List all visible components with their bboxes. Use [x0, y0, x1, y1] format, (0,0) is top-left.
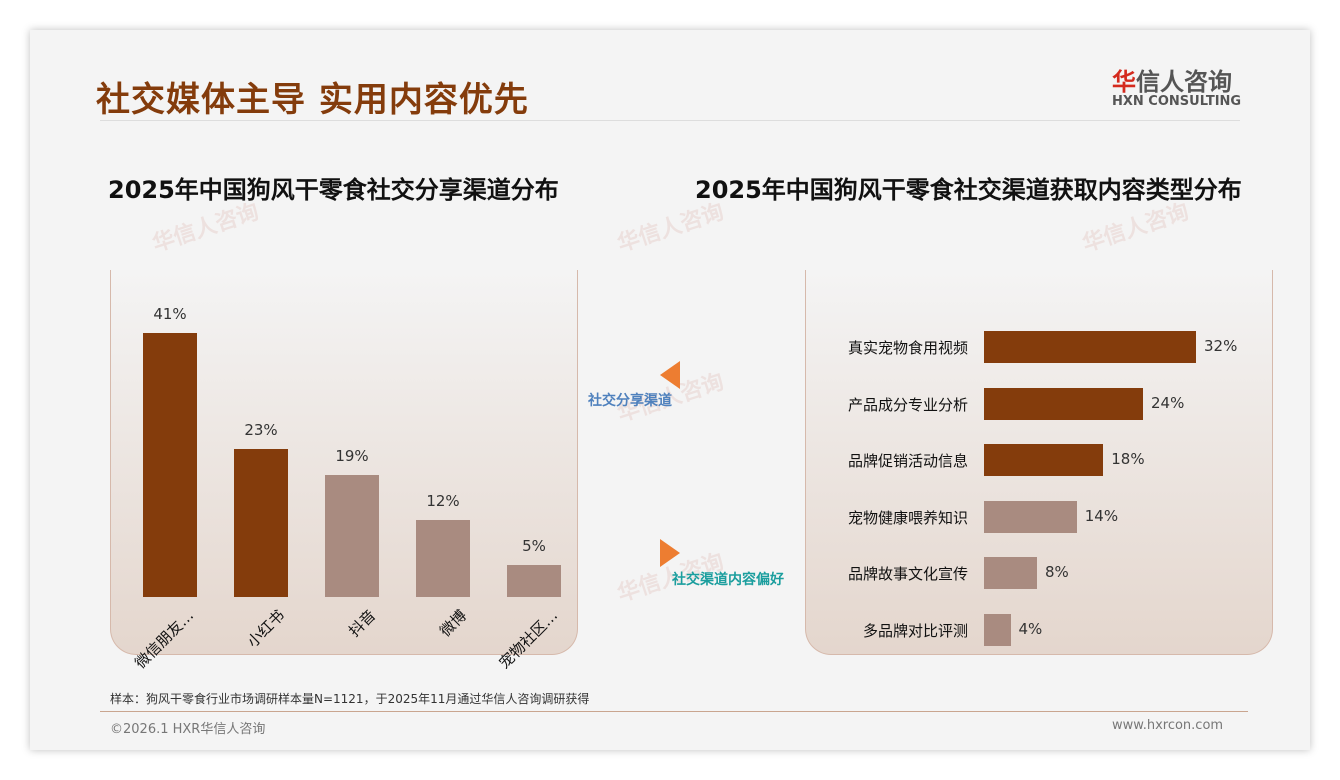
bar	[984, 331, 1196, 363]
y-tick-label: 真实宠物食用视频	[847, 339, 968, 357]
data-label: 32%	[1204, 337, 1238, 355]
arrow-left-icon	[660, 361, 680, 389]
y-tick-label: 宠物健康喂养知识	[847, 508, 968, 527]
bar	[984, 557, 1037, 590]
arrow-right-icon	[660, 539, 680, 567]
logo-text: 信人咨询	[1136, 68, 1232, 96]
logo-en: HXN CONSULTING	[1112, 94, 1242, 109]
data-label: 12%	[426, 491, 460, 510]
footer-divider	[100, 711, 1248, 712]
x-tick-label: 微博	[436, 606, 471, 641]
sample-note: 样本：狗风干零食行业市场调研样本量N=1121，于2025年11月通过华信人咨询…	[110, 692, 590, 706]
middle-left-label: 社交分享渠道	[588, 393, 672, 409]
x-tick-label: 小红书	[243, 606, 289, 651]
left-chart-panel: 41% 微信朋友… 23% 小红书 19% 抖音 12% 微博 5% 宠物社区…	[110, 270, 578, 672]
data-label: 8%	[1045, 563, 1069, 582]
bar	[984, 614, 1011, 646]
data-label: 41%	[153, 305, 187, 323]
y-tick-label: 产品成分专业分析	[847, 395, 968, 414]
data-label: 4%	[1018, 620, 1043, 638]
data-label: 14%	[1084, 506, 1119, 525]
copyright: ©2026.1 HXR华信人咨询	[110, 722, 266, 737]
header-divider	[100, 120, 1240, 121]
left-chart-title: 2025年中国狗风干零食社交分享渠道分布	[108, 176, 559, 204]
page-title: 社交媒体主导 实用内容优先	[96, 80, 529, 120]
data-label: 23%	[244, 420, 278, 439]
bar	[984, 500, 1077, 533]
slide: 社交媒体主导 实用内容优先 华信人咨询 HXN CONSULTING 2025年…	[30, 30, 1310, 750]
bar	[984, 387, 1143, 420]
y-tick-label: 品牌故事文化宣传	[847, 565, 968, 584]
x-tick-label: 抖音	[345, 606, 380, 641]
y-tick-label: 品牌促销活动信息	[847, 452, 968, 471]
bar	[507, 564, 561, 597]
logo-red-char: 华	[1112, 68, 1136, 96]
data-label: 19%	[335, 446, 369, 465]
bar	[984, 444, 1104, 477]
bar	[143, 333, 197, 597]
right-chart-panel: 真实宠物食用视频 32% 产品成分专业分析 24% 品牌促销活动信息 18% 宠物健康喂养知…	[805, 270, 1273, 655]
bar	[234, 448, 288, 597]
watermark: 华信人咨询	[614, 199, 727, 258]
right-chart-title: 2025年中国狗风干零食社交渠道获取内容类型分布	[695, 176, 1242, 204]
data-label: 18%	[1111, 450, 1145, 469]
x-tick-label: 宠物社区…	[495, 606, 562, 673]
data-label: 5%	[522, 536, 546, 555]
data-label: 24%	[1151, 393, 1185, 412]
bar	[416, 519, 470, 597]
bar	[325, 474, 379, 597]
logo: 华信人咨询	[1112, 62, 1232, 97]
middle-right-label: 社交渠道内容偏好	[672, 572, 784, 588]
website-link[interactable]: www.hxrcon.com	[1112, 718, 1224, 733]
x-tick-label: 微信朋友…	[131, 606, 198, 673]
y-tick-label: 多品牌对比评测	[862, 622, 968, 640]
